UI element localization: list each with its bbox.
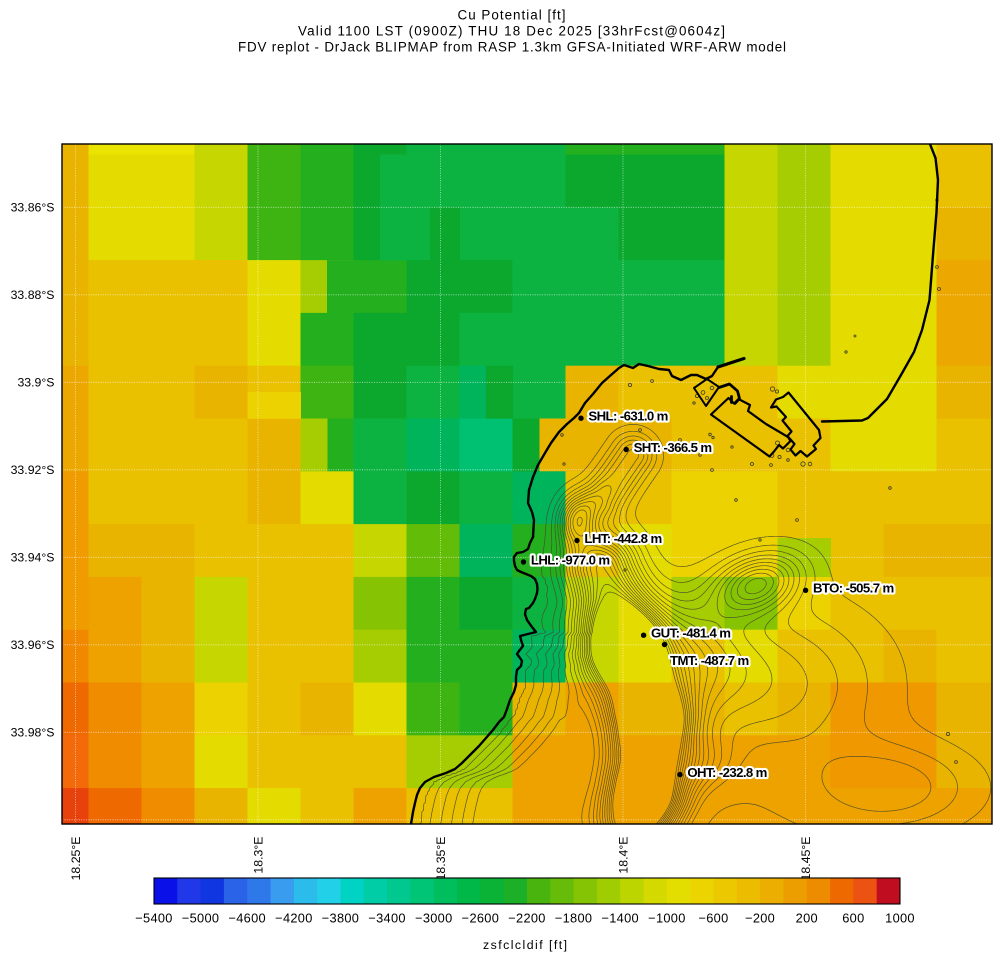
svg-text:33.98°S: 33.98°S (11, 726, 55, 740)
svg-text:−4200: −4200 (275, 911, 312, 926)
svg-text:−3000: −3000 (415, 911, 452, 926)
svg-text:33.9°S: 33.9°S (17, 376, 54, 390)
svg-text:−3400: −3400 (368, 911, 405, 926)
svg-text:33.88°S: 33.88°S (11, 288, 55, 302)
svg-text:−200: −200 (745, 911, 775, 926)
svg-text:−1400: −1400 (601, 911, 638, 926)
svg-text:LHL: -977.0 m: LHL: -977.0 m (531, 552, 610, 567)
svg-text:SHL: -631.0 m: SHL: -631.0 m (588, 409, 667, 424)
svg-text:−5400: −5400 (135, 911, 172, 926)
svg-text:−2200: −2200 (508, 911, 545, 926)
svg-text:LHT: -442.8 m: LHT: -442.8 m (584, 531, 661, 546)
svg-text:200: 200 (796, 911, 818, 926)
svg-text:33.86°S: 33.86°S (11, 201, 55, 215)
svg-text:Cu Potential [ft]: Cu Potential [ft] (458, 8, 566, 23)
svg-text:−1800: −1800 (555, 911, 592, 926)
svg-text:1000: 1000 (885, 911, 915, 926)
svg-text:BTO: -505.7 m: BTO: -505.7 m (813, 581, 894, 596)
svg-text:−1000: −1000 (648, 911, 685, 926)
svg-text:18.45°E: 18.45°E (799, 837, 813, 881)
svg-text:TMT: -487.7 m: TMT: -487.7 m (670, 653, 749, 668)
svg-text:Valid 1100 LST (0900Z) THU 18: Valid 1100 LST (0900Z) THU 18 Dec 2025 [… (298, 24, 725, 39)
svg-text:33.94°S: 33.94°S (11, 551, 55, 565)
svg-text:33.92°S: 33.92°S (11, 463, 55, 477)
svg-text:−4600: −4600 (228, 911, 265, 926)
svg-text:18.35°E: 18.35°E (434, 837, 448, 881)
svg-text:18.3°E: 18.3°E (251, 837, 265, 874)
svg-text:OHT: -232.8 m: OHT: -232.8 m (687, 765, 766, 780)
svg-text:33.96°S: 33.96°S (11, 638, 55, 652)
svg-text:−5000: −5000 (182, 911, 219, 926)
svg-text:−3800: −3800 (322, 911, 359, 926)
svg-text:−600: −600 (698, 911, 728, 926)
svg-text:−2600: −2600 (462, 911, 499, 926)
svg-text:600: 600 (842, 911, 864, 926)
svg-text:zsfclcldif [ft]: zsfclcldif [ft] (483, 938, 567, 952)
svg-text:SHT: -366.5 m: SHT: -366.5 m (634, 440, 712, 455)
svg-text:18.4°E: 18.4°E (616, 837, 630, 874)
svg-text:FDV replot - DrJack BLIPMAP fr: FDV replot - DrJack BLIPMAP from RASP 1.… (238, 39, 786, 54)
svg-text:18.25°E: 18.25°E (69, 837, 83, 881)
svg-text:GUT: -481.4 m: GUT: -481.4 m (651, 626, 730, 641)
